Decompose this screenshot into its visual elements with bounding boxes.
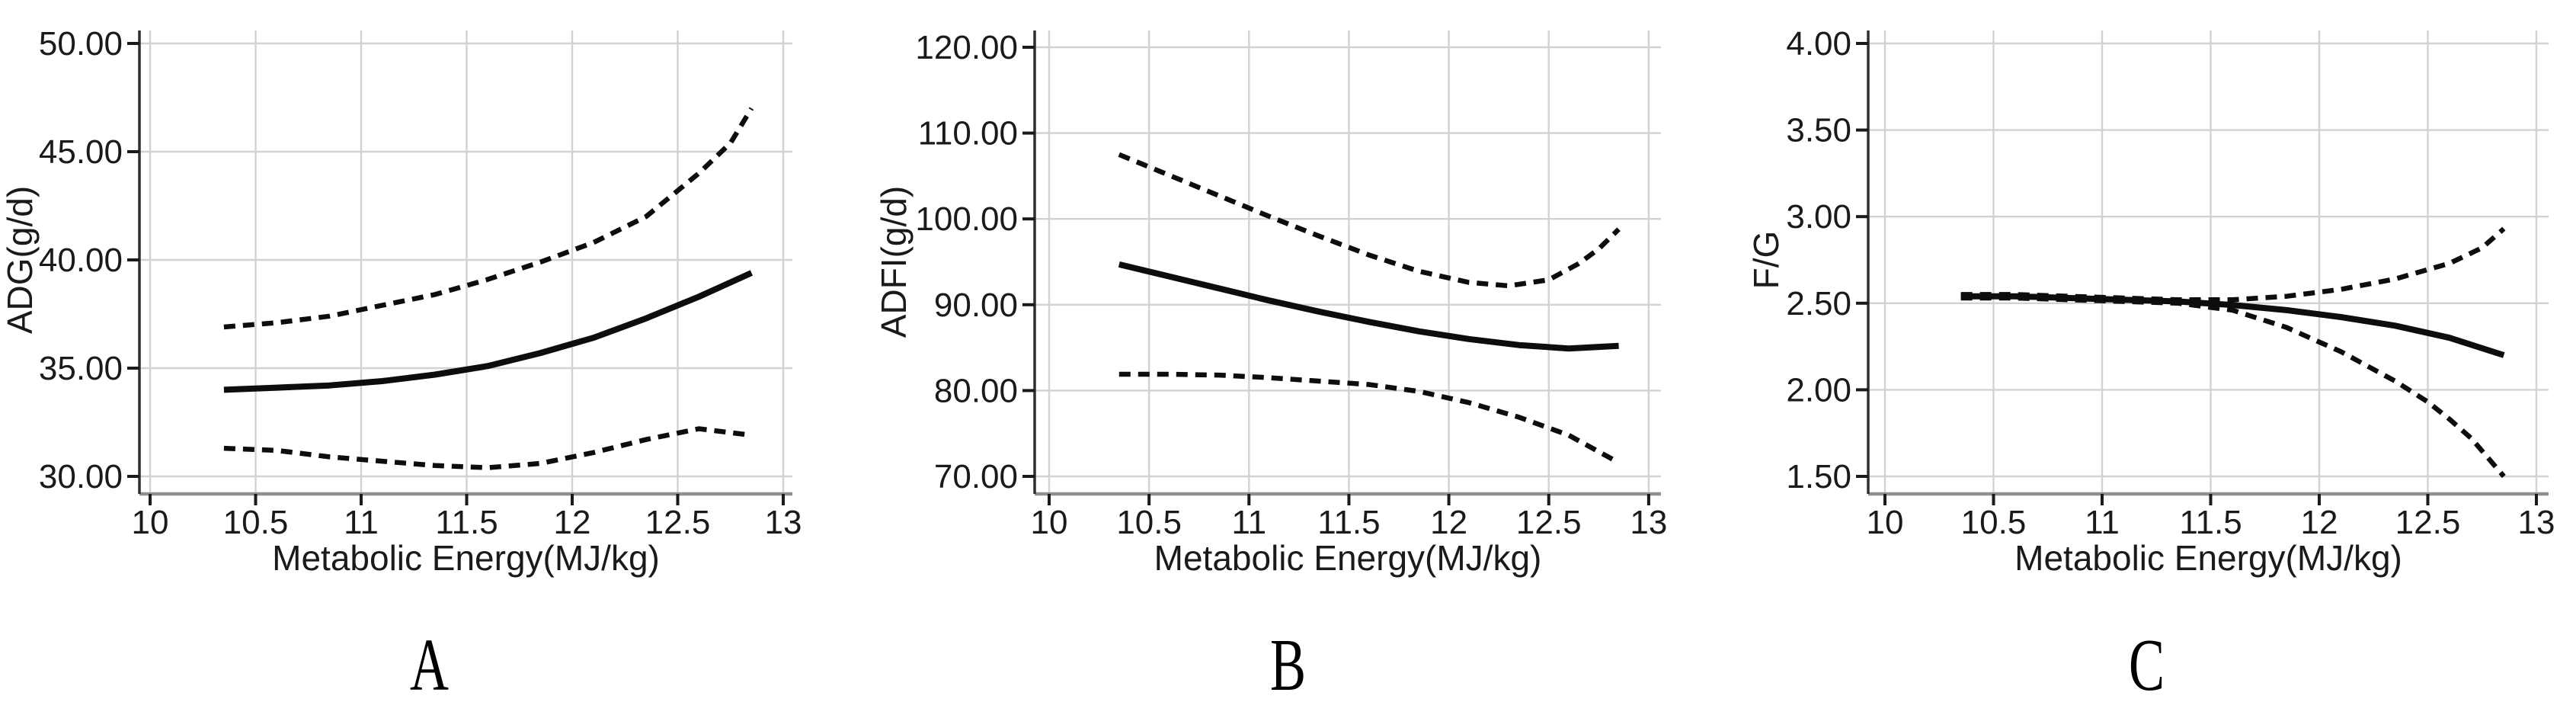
x-tick-label: 12.5	[2395, 504, 2461, 541]
y-tick-label: 50.00	[39, 25, 123, 63]
x-tick-label: 11.5	[2179, 504, 2242, 541]
x-tick-label: 11.5	[435, 504, 498, 541]
y-tick-label: 40.00	[39, 242, 123, 279]
x-tick-label: 12	[554, 504, 591, 541]
x-tick-label: 10	[1031, 504, 1068, 541]
x-axis-title: Metabolic Energy(MJ/kg)	[2014, 538, 2402, 578]
x-tick-label: 10.5	[1116, 504, 1182, 541]
x-tick-label: 13	[2518, 504, 2555, 541]
y-tick-label: 2.50	[1786, 285, 1851, 322]
y-tick-label: 120.00	[915, 29, 1018, 66]
y-axis-title: F/G	[1746, 231, 1786, 290]
series-dashed-upper	[1960, 226, 2506, 303]
chart-B-canvas: 10 10.5 11 11.5 12 12.5 13 70.00 80.00 90.00 100.0…	[874, 29, 1667, 578]
series-dashed-upper	[1118, 152, 1621, 289]
y-tick-label: 30.00	[39, 458, 123, 495]
y-tick-label: 45.00	[39, 133, 123, 171]
x-tick-label: 10	[1867, 504, 1904, 541]
x-tick-label: 11	[1231, 504, 1266, 541]
y-tick-label: 90.00	[934, 287, 1018, 324]
x-tick-label: 12	[2301, 504, 2338, 541]
panel-label-A: A	[410, 624, 449, 707]
series-solid-solid	[1960, 293, 2505, 358]
series-dashed-lower	[223, 426, 752, 470]
y-tick-label: 4.00	[1786, 25, 1851, 63]
panel-label-B: B	[1269, 624, 1307, 707]
series-dashed-lower	[1118, 371, 1621, 465]
y-tick-label: 70.00	[934, 458, 1018, 495]
y-tick-label: 3.00	[1786, 198, 1851, 236]
series-solid-solid	[1118, 261, 1619, 352]
y-axis-title: ADFI(g/d)	[874, 186, 914, 338]
series-dashed-lower	[1960, 295, 2506, 479]
y-tick-label: 35.00	[39, 350, 123, 387]
panel-label-C: C	[2128, 624, 2165, 707]
y-tick-label: 100.00	[915, 200, 1018, 238]
panel-C: 10 10.5 11 11.5 12 12.5 13 1.50 2.00 2.50 3.00 3.50…	[1717, 0, 2576, 718]
chart-A-canvas: 10 10.5 11 11.5 12 12.5 13 30.00 35.00 40.00 45.00…	[0, 25, 802, 578]
x-tick-label: 10.5	[1961, 504, 2027, 541]
y-tick-label: 2.00	[1786, 371, 1851, 409]
panel-A: 10 10.5 11 11.5 12 12.5 13 30.00 35.00 40.00 45.00…	[0, 0, 859, 718]
x-axis-title: Metabolic Energy(MJ/kg)	[272, 538, 660, 578]
series-dashed-upper	[223, 107, 754, 330]
x-tick-label: 12.5	[1516, 504, 1582, 541]
x-axis-title: Metabolic Energy(MJ/kg)	[1154, 538, 1542, 578]
panel-B: 10 10.5 11 11.5 12 12.5 13 70.00 80.00 90.00 100.0…	[859, 0, 1717, 718]
y-axis-title: ADG(g/d)	[0, 186, 40, 334]
y-tick-label: 110.00	[918, 115, 1018, 152]
y-tick-label: 3.50	[1786, 112, 1851, 149]
y-tick-label: 1.50	[1786, 458, 1851, 495]
x-tick-label: 10	[132, 504, 169, 541]
x-tick-label: 13	[765, 504, 802, 541]
x-tick-label: 11.5	[1317, 504, 1380, 541]
chart-C-canvas: 10 10.5 11 11.5 12 12.5 13 1.50 2.00 2.50 3.00 3.50…	[1746, 25, 2555, 578]
x-tick-label: 11	[2085, 504, 2120, 541]
x-tick-label: 11	[344, 504, 379, 541]
series-solid-solid	[223, 270, 754, 393]
x-tick-label: 13	[1630, 504, 1667, 541]
x-tick-label: 12	[1430, 504, 1467, 541]
x-tick-label: 12.5	[645, 504, 711, 541]
y-tick-label: 80.00	[934, 372, 1018, 409]
x-tick-label: 10.5	[223, 504, 289, 541]
